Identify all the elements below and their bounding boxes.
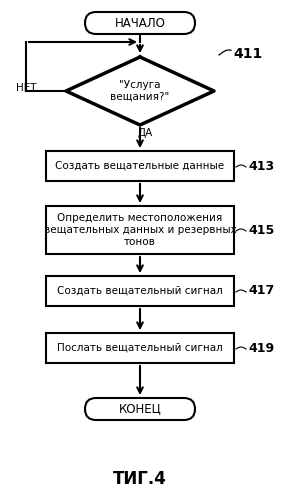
Text: Создать вещательный сигнал: Создать вещательный сигнал bbox=[57, 286, 223, 296]
Text: 417: 417 bbox=[248, 284, 274, 297]
Text: ДА: ДА bbox=[137, 128, 153, 138]
FancyBboxPatch shape bbox=[46, 206, 234, 254]
Polygon shape bbox=[66, 57, 214, 125]
Text: "Услуга
вещания?": "Услуга вещания?" bbox=[110, 80, 170, 102]
FancyBboxPatch shape bbox=[85, 398, 195, 420]
FancyBboxPatch shape bbox=[46, 333, 234, 363]
Text: Создать вещательные данные: Создать вещательные данные bbox=[55, 161, 225, 171]
FancyBboxPatch shape bbox=[46, 276, 234, 306]
Text: Послать вещательный сигнал: Послать вещательный сигнал bbox=[57, 343, 223, 353]
Text: 415: 415 bbox=[248, 224, 274, 237]
Text: НАЧАЛО: НАЧАЛО bbox=[114, 16, 166, 29]
FancyBboxPatch shape bbox=[85, 12, 195, 34]
FancyBboxPatch shape bbox=[46, 151, 234, 181]
Text: ΤИГ.4: ΤИГ.4 bbox=[113, 470, 167, 488]
Text: НЕТ: НЕТ bbox=[16, 83, 36, 93]
Text: 411: 411 bbox=[233, 47, 262, 61]
Text: КОНЕЦ: КОНЕЦ bbox=[119, 403, 161, 416]
Text: 413: 413 bbox=[248, 160, 274, 173]
Text: Определить местоположения
вещательных данных и резервных
тонов: Определить местоположения вещательных да… bbox=[44, 214, 236, 247]
Text: 419: 419 bbox=[248, 341, 274, 354]
